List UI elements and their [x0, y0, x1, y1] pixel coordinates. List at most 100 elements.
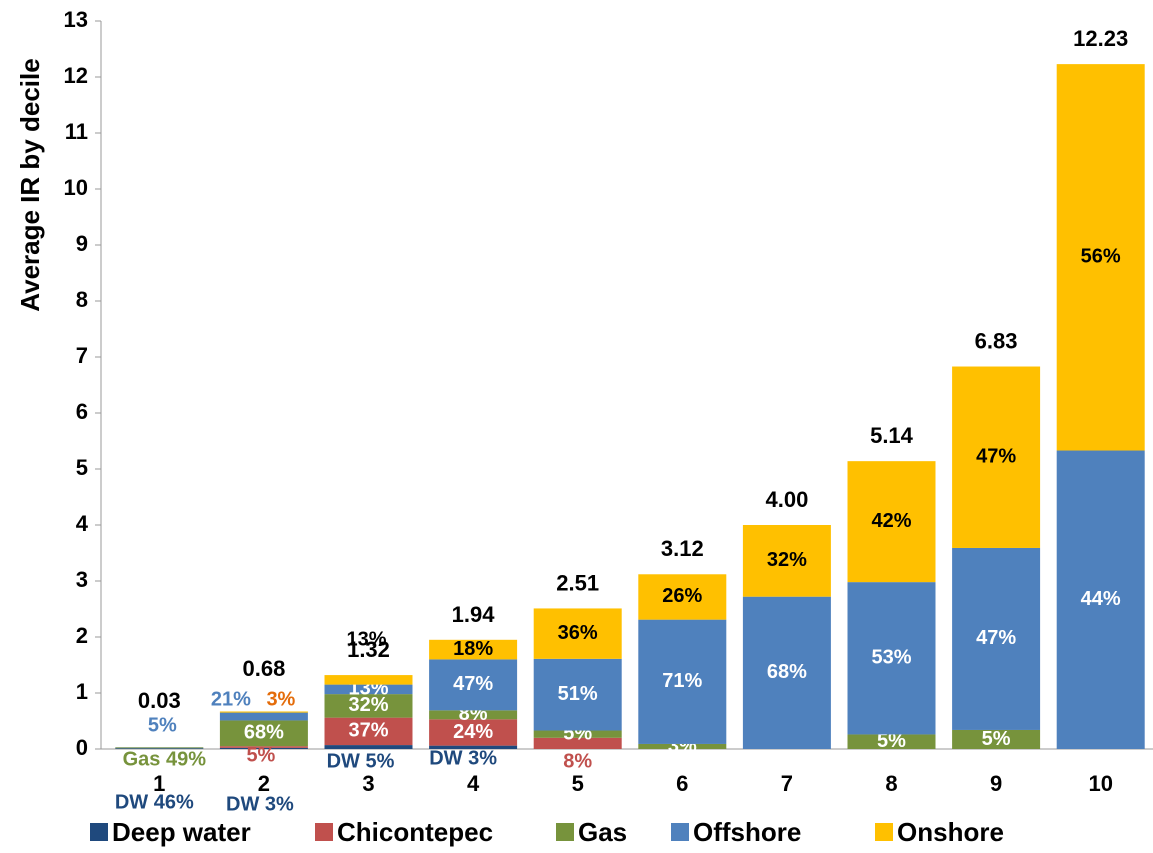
legend-label: Gas: [578, 817, 627, 847]
x-tick-label: 10: [1088, 771, 1112, 796]
bar-segment: [638, 743, 727, 749]
segment-label: 5%: [148, 714, 177, 736]
segment-label: 5%: [246, 744, 275, 766]
legend-marker: [556, 823, 574, 841]
x-tick-label: 9: [990, 771, 1002, 796]
segment-label: DW 46%: [115, 791, 194, 813]
segment-label: 21%: [211, 688, 251, 710]
bar-segment: [952, 729, 1041, 749]
total-label: 3.12: [661, 536, 704, 561]
segment-label: 32%: [767, 549, 807, 571]
bar-segment: [324, 745, 413, 749]
x-tick-label: 4: [467, 771, 480, 796]
bar-segment: [429, 719, 518, 746]
y-tick-label: 9: [76, 231, 88, 256]
segment-label: 8%: [563, 750, 592, 772]
legend-label: Chicontepec: [337, 817, 493, 847]
segment-label: 56%: [1081, 246, 1121, 268]
segment-label: 37%: [348, 720, 388, 742]
bar-segment: [115, 747, 204, 749]
segment-label: DW 5%: [327, 750, 395, 772]
bar-segment: [1056, 64, 1145, 451]
bar-segment: [533, 608, 622, 659]
segment-label: 51%: [558, 683, 598, 705]
y-tick-label: 11: [65, 119, 88, 144]
segment-label: 24%: [453, 721, 493, 743]
segment-label: DW 3%: [429, 747, 497, 769]
bar-segment: [952, 366, 1041, 548]
bar-segment: [324, 717, 413, 746]
legend-label: Onshore: [897, 817, 1004, 847]
bar-segment: [742, 525, 831, 597]
bar-segment: [533, 730, 622, 738]
bar-segment: [847, 582, 936, 735]
y-tick-label: 0: [76, 735, 88, 760]
y-tick-label: 13: [64, 7, 88, 32]
segment-label: 53%: [871, 647, 911, 669]
y-tick-label: 2: [76, 623, 88, 648]
bar-segment: [952, 547, 1041, 730]
bar-segment: [847, 461, 936, 583]
bar-segment: [429, 639, 518, 660]
segment-label: 36%: [558, 622, 598, 644]
y-axis-title: Average IR by decile: [15, 58, 45, 311]
y-tick-label: 12: [64, 63, 88, 88]
total-label: 1.94: [452, 602, 496, 627]
segment-label: 42%: [871, 510, 911, 532]
y-tick-label: 8: [76, 287, 88, 312]
segment-label: 47%: [976, 627, 1016, 649]
total-label: 0.68: [242, 656, 285, 681]
bar-segment: [324, 675, 413, 685]
bar-segment: [638, 574, 727, 620]
bar-segment: [429, 745, 518, 749]
segment-label: 47%: [976, 446, 1016, 468]
y-tick-label: 4: [76, 511, 89, 536]
legend-marker: [315, 823, 333, 841]
total-label: 6.83: [975, 328, 1018, 353]
y-tick-label: 3: [76, 567, 88, 592]
bar-segment: [219, 747, 308, 749]
bar-segment: [219, 711, 308, 713]
legend-label: Deep water: [112, 817, 251, 847]
segment-label: 26%: [662, 585, 702, 607]
segment-label: Gas 49%: [123, 748, 207, 770]
segment-label: 71%: [662, 670, 702, 692]
legend-label: Offshore: [693, 817, 801, 847]
segment-label: 5%: [982, 728, 1011, 750]
total-label: 12.23: [1073, 26, 1128, 51]
bar-segment: [742, 596, 831, 749]
segment-label: 68%: [767, 661, 807, 683]
segment-label: 47%: [453, 673, 493, 695]
bar-segment: [324, 684, 413, 695]
total-label: 0.03: [138, 688, 181, 713]
segment-label: 13%: [346, 628, 386, 650]
x-tick-label: 2: [258, 771, 270, 796]
y-tick-label: 10: [64, 175, 88, 200]
legend-marker: [90, 823, 108, 841]
total-label: 5.14: [870, 423, 914, 448]
bar-segment: [638, 619, 727, 744]
bar-segment: [115, 748, 204, 749]
bar-segment: [429, 659, 518, 711]
bar-segment: [219, 720, 308, 747]
bar-segment: [219, 712, 308, 721]
segment-label: 3%: [266, 688, 295, 710]
x-tick-label: 5: [572, 771, 584, 796]
bar-segment: [533, 658, 622, 731]
bar-segment: [219, 746, 308, 748]
y-tick-label: 1: [76, 679, 88, 704]
y-tick-label: 7: [76, 343, 88, 368]
bar-segment: [429, 710, 518, 720]
segment-label: 5%: [877, 730, 906, 752]
bar-segment: [847, 734, 936, 749]
segment-label: 44%: [1081, 588, 1121, 610]
y-tick-label: 5: [76, 455, 88, 480]
bar-segment: [533, 737, 622, 749]
total-label: 2.51: [556, 570, 599, 595]
total-label: 1.32: [347, 637, 390, 662]
x-tick-label: 6: [676, 771, 688, 796]
segment-label: 18%: [453, 638, 493, 660]
legend-marker: [671, 823, 689, 841]
segment-label: 32%: [348, 694, 388, 716]
